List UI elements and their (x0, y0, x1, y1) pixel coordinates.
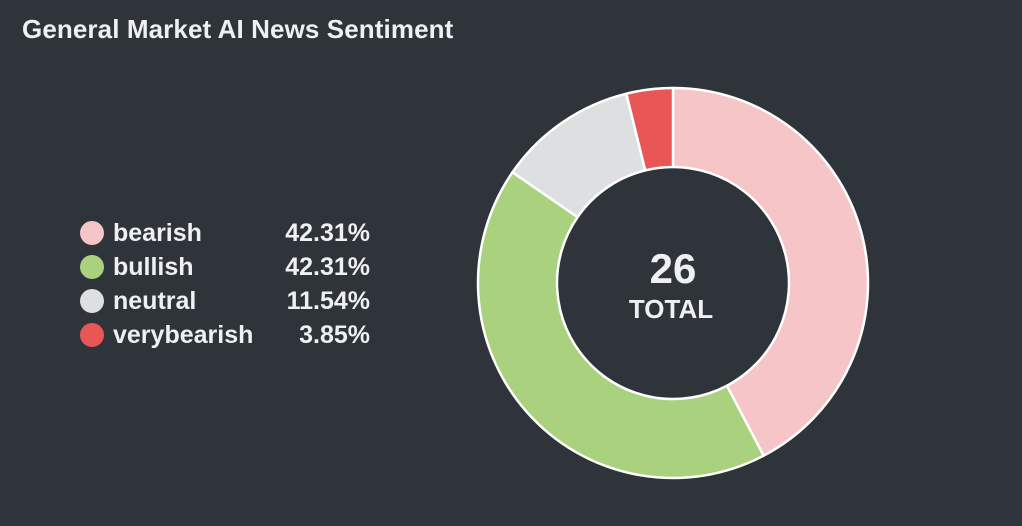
legend-value-verybearish: 3.85% (299, 321, 370, 349)
legend-item-neutral[interactable]: neutral 11.54% (80, 284, 380, 318)
donut-slice-bearish[interactable] (671, 86, 870, 457)
legend-swatch-bullish (80, 255, 104, 279)
legend-swatch-verybearish (80, 323, 104, 347)
legend-label-neutral: neutral (113, 287, 197, 315)
donut-slice-bullish[interactable] (476, 170, 765, 480)
total-value: 26 (650, 245, 697, 292)
legend-swatch-neutral (80, 289, 104, 313)
legend-label-bullish: bullish (113, 253, 194, 281)
legend-item-bullish[interactable]: bullish 42.31% (80, 250, 380, 284)
donut-slice-verybearish[interactable] (625, 86, 675, 172)
legend-label-bearish: bearish (113, 219, 202, 247)
donut-slices (476, 86, 870, 480)
legend-swatch-bearish (80, 221, 104, 245)
legend-value-neutral: 11.54% (286, 287, 370, 315)
chart-title: General Market AI News Sentiment (22, 14, 454, 44)
legend-value-bullish: 42.31% (285, 253, 370, 281)
legend-value-bearish: 42.31% (285, 219, 370, 247)
legend: bearish 42.31% bullish 42.31% neutral 11… (80, 216, 380, 352)
legend-label-verybearish: verybearish (113, 321, 254, 349)
legend-item-bearish[interactable]: bearish 42.31% (80, 216, 380, 250)
total-label: TOTAL (629, 294, 713, 324)
legend-item-verybearish[interactable]: verybearish 3.85% (80, 318, 380, 352)
